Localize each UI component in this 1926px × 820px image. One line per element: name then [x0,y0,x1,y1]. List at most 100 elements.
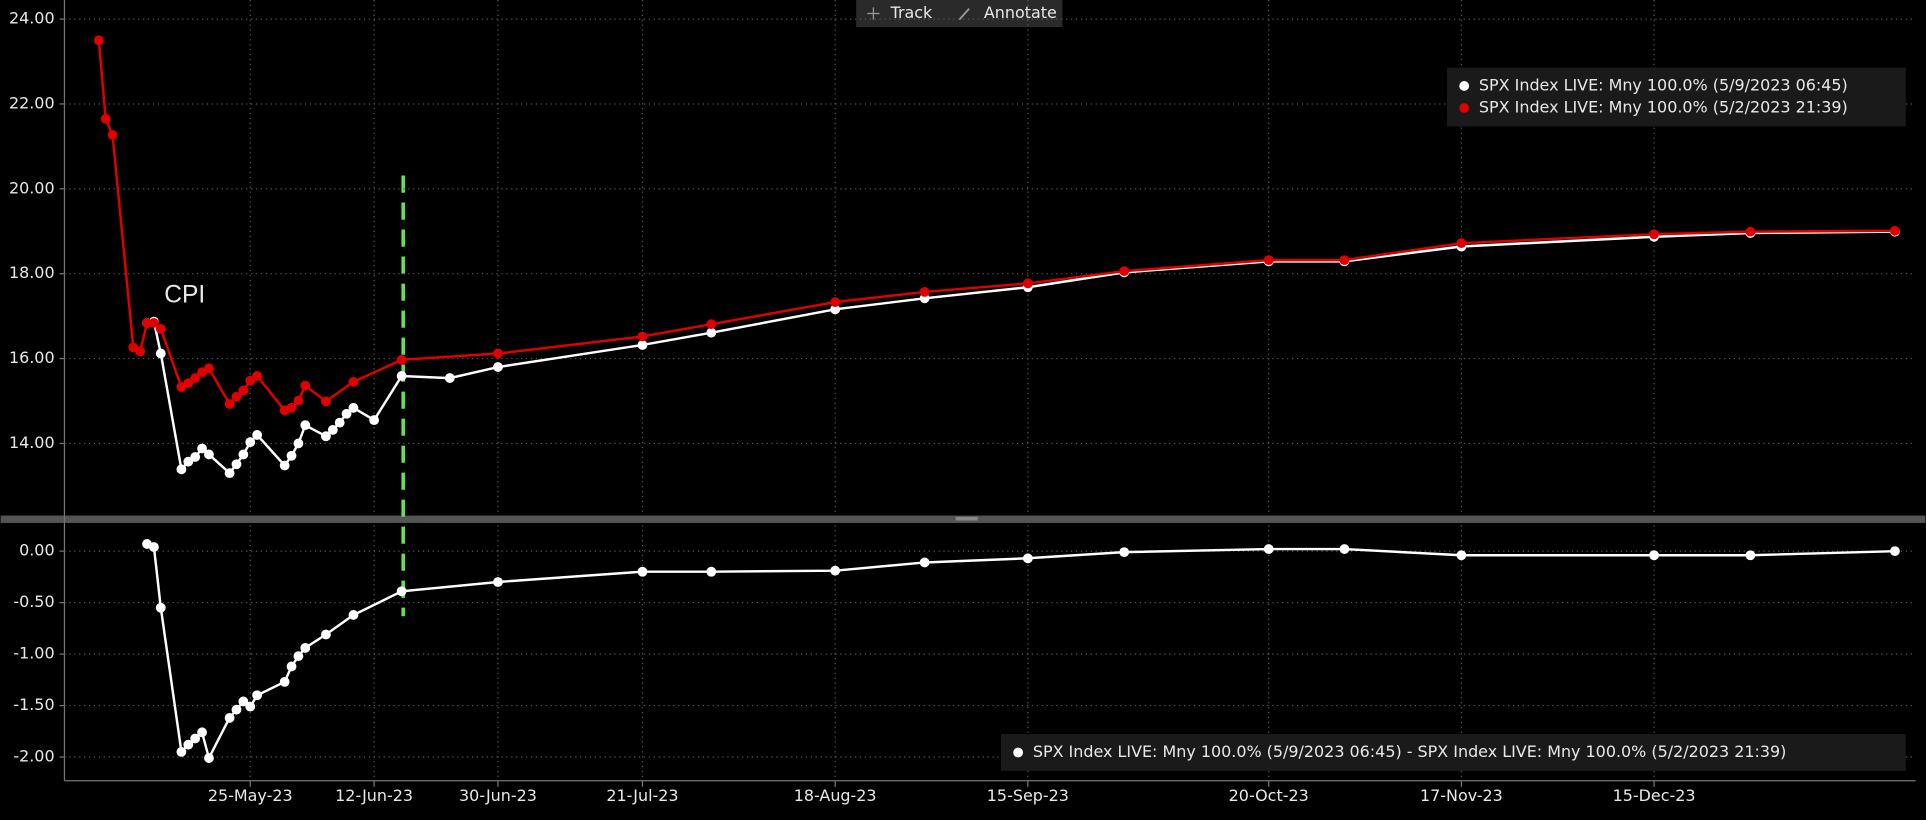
data-point [252,430,263,440]
data-point [252,690,263,701]
y-tick-label: 0.00 [19,541,55,560]
data-point [293,438,304,449]
data-point [396,586,407,597]
data-point [1339,544,1350,554]
annotate-label[interactable]: Annotate [984,3,1057,22]
data-point [1456,238,1467,249]
x-tick-label: 17-Nov-23 [1420,786,1503,805]
data-point [1456,550,1467,561]
data-point [1649,550,1659,561]
data-point [245,437,256,448]
x-tick-label: 15-Sep-23 [987,786,1069,805]
data-point [341,408,352,419]
y-tick-label: 16.00 [9,348,55,367]
data-point [286,661,297,672]
data-point [135,346,146,357]
x-tick-label: 21-Jul-23 [606,786,678,805]
data-point [1263,544,1274,554]
data-point [231,391,242,402]
legend-marker [1459,81,1470,91]
y-tick-label: -1.00 [13,644,54,663]
y-tick-label: 20.00 [9,178,55,197]
data-point [830,565,841,576]
data-point [286,450,297,461]
y-tick-label: 24.00 [9,9,55,28]
data-point [348,402,359,413]
data-point [327,424,338,435]
data-point [107,130,118,140]
x-tick-label: 12-Jun-23 [335,786,413,805]
y-tick-label: 22.00 [9,93,55,112]
data-point [300,642,311,653]
data-point [224,713,235,723]
data-point [190,452,201,462]
data-point [190,373,201,383]
data-point [830,304,841,315]
data-point [1119,547,1130,558]
annotate-button[interactable]: Annotate [958,3,1057,22]
data-point [919,557,930,568]
data-point [176,746,187,757]
legend-marker [1013,747,1024,758]
data-point [444,373,455,383]
x-tick-label: 30-Jun-23 [459,786,537,805]
data-point [300,380,311,391]
data-point [183,739,194,750]
legend: SPX Index LIVE: Mny 100.0% (5/9/2023 06:… [1000,734,1906,771]
data-point [155,602,166,613]
data-point [1890,546,1900,557]
data-point [348,610,359,620]
track-button[interactable]: Track [867,3,933,22]
data-point [321,396,331,407]
toolbar: Track Annotate [856,0,1063,28]
legend-label: SPX Index LIVE: Mny 100.0% (5/9/2023 06:… [1033,742,1787,761]
data-point [204,449,214,460]
y-tick-label: 18.00 [9,263,55,282]
separator-handle[interactable] [955,516,978,521]
data-point [286,402,297,413]
data-point [155,348,166,359]
data-point [493,577,503,587]
data-point [245,375,256,386]
data-point [369,415,380,426]
data-point [231,459,242,470]
data-point [706,566,717,577]
legend-label: SPX Index LIVE: Mny 100.0% (5/9/2023 06:… [1479,75,1848,94]
data-point [100,113,111,124]
data-point [142,318,152,328]
data-point [252,371,263,381]
data-point [321,629,331,640]
toolbar-bg [856,0,1063,28]
data-point [93,35,104,46]
data-point [293,395,304,406]
x-tick-label: 18-Aug-23 [794,786,877,805]
legend-label: SPX Index LIVE: Mny 100.0% (5/2/2023 21:… [1479,98,1848,117]
track-label[interactable]: Track [890,3,933,22]
data-point [1339,255,1350,266]
legend-marker [1459,103,1470,113]
data-point [224,399,235,409]
data-point [204,363,214,374]
data-point [1022,278,1033,289]
data-point [279,676,290,687]
data-point [919,287,930,297]
x-tick-label: 15-Dec-23 [1613,786,1696,805]
data-point [148,542,159,552]
data-point [155,323,166,334]
data-point [1890,225,1900,236]
data-point [148,318,159,328]
data-point [1022,553,1033,564]
data-point [279,460,290,471]
data-point [1119,266,1130,277]
data-point [637,340,648,350]
annotation: CPI [164,281,205,308]
data-point [190,733,201,744]
data-point [176,464,187,475]
y-tick-label: -2.00 [13,747,54,766]
data-point [637,331,648,342]
x-tick-label: 25-May-23 [208,786,293,805]
data-point [321,431,331,442]
